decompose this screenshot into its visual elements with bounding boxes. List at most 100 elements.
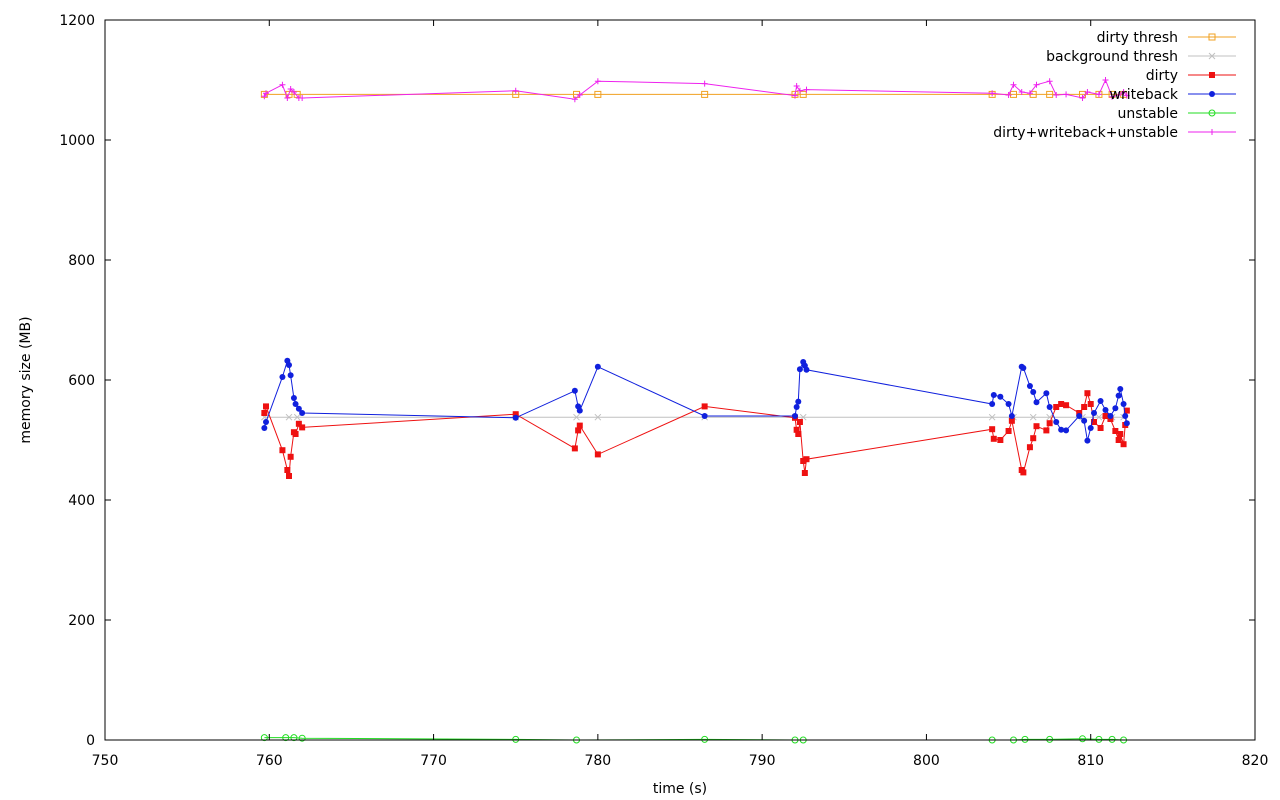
data-point-dirty-thresh [1010,90,1017,98]
data-point-dirty [512,411,519,418]
data-point-writeback [990,392,997,398]
data-point-dirty-writeback-unstable [1033,81,1040,88]
data-point-dirty-writeback-unstable [1018,89,1025,95]
y-axis: 0 200 400 600 800 1000 1200 [59,13,1255,749]
data-point-dirty-writeback-unstable [287,86,294,92]
data-point-background-thresh [293,413,301,421]
data-point-writeback [261,425,268,431]
data-point-writeback [1005,401,1012,407]
data-point-writeback [1102,407,1109,413]
data-point-writeback [1043,390,1050,397]
data-point-dirty-writeback-unstable [263,90,269,97]
data-point-dirty [1008,417,1015,424]
data-point-dirty [1115,437,1122,443]
data-point-dirty-writeback-unstable [1046,78,1053,85]
legend-swatch-marker [1209,91,1215,97]
data-point-unstable [290,734,298,742]
data-point-dirty-writeback-unstable [1120,89,1127,95]
data-point-writeback [594,363,601,370]
data-point-dirty [793,426,800,433]
data-point-dirty [295,420,302,427]
data-point-writeback [512,414,519,421]
data-point-writeback [1117,386,1124,392]
data-point-writeback [1046,404,1053,410]
data-point-dirty-writeback-unstable [1084,89,1091,95]
legend-swatch-marker [1209,129,1215,135]
data-point-writeback [1087,425,1094,431]
data-point-dirty [1097,425,1104,431]
data-point-dirty-writeback-unstable [1053,92,1060,98]
data-point-unstable [512,735,520,743]
legend-entry-unstable: unstable [1118,106,1236,122]
data-point-writeback [290,395,297,401]
legend-label: dirty [1146,68,1178,84]
data-point-dirty [1030,435,1037,442]
data-point-dirty-writeback-unstable [1102,77,1109,83]
data-point-dirty-writeback-unstable [701,80,708,87]
data-point-dirty-writeback-unstable [1115,92,1122,98]
data-point-writeback [1076,413,1083,419]
data-point-dirty [1091,419,1097,425]
data-point-dirty [1123,407,1130,414]
data-point-writeback [1123,420,1130,427]
data-point-writeback [286,362,292,368]
legend-label: dirty+writeback+unstable [993,125,1178,141]
y-tick-label: 600 [68,373,95,389]
data-point-dirty [571,445,578,452]
data-point-dirty-writeback-unstable [1079,95,1086,101]
series-layer [260,77,1130,744]
data-point-dirty-thresh [1046,90,1054,98]
data-point-writeback [1120,401,1127,407]
data-point-writeback [792,413,798,419]
series-dirty-thresh [260,90,1128,98]
data-point-writeback [1115,392,1122,399]
y-tick-label: 400 [68,493,95,509]
legend-entry-dirty-writeback-unstable: dirty+writeback+unstable [993,125,1236,141]
data-point-writeback [1053,419,1060,425]
data-point-dirty [292,431,299,437]
data-point-writeback [1020,365,1027,371]
data-point-background-thresh [988,413,996,421]
legend-entry-writeback: writeback [1110,87,1236,103]
data-point-dirty-writeback-unstable [793,83,800,89]
data-point-dirty-writeback-unstable [279,81,286,88]
data-point-dirty [701,403,708,410]
data-point-writeback [1097,398,1104,404]
y-tick-label: 200 [68,613,95,629]
data-point-dirty [796,419,803,425]
data-point-writeback [299,410,306,416]
x-tick-label: 790 [749,753,776,769]
y-axis-title: memory size (MB) [18,316,34,443]
data-point-dirty [801,470,808,476]
y-tick-label: 800 [68,253,95,269]
data-point-writeback [1058,426,1065,433]
data-point-writeback [1091,410,1097,416]
data-point-writeback [292,401,299,407]
data-point-dirty [1112,428,1119,434]
data-point-dirty [1087,401,1094,407]
data-point-dirty-writeback-unstable [571,96,578,103]
y-tick-label: 1000 [59,133,95,149]
data-point-dirty-writeback-unstable [796,87,803,94]
y-tick-label: 0 [86,733,95,749]
data-point-background-thresh [1029,413,1037,421]
data-point-dirty-thresh [594,90,602,98]
data-point-dirty-writeback-unstable [792,92,798,99]
data-point-dirty [1026,444,1033,451]
data-point-dirty [594,451,601,458]
data-point-writeback [1026,383,1033,389]
legend-swatch-marker [1208,109,1216,117]
data-point-dirty-writeback-unstable [290,89,297,95]
data-point-dirty [263,403,269,410]
data-point-writeback [803,366,810,373]
x-axis-title: time (s) [653,781,707,797]
data-point-dirty [261,410,268,416]
data-point-writeback [576,407,583,414]
data-point-dirty [279,447,286,454]
data-point-writeback [1112,405,1119,412]
data-point-writeback [1033,399,1040,406]
y-tick-label: 1200 [59,13,95,29]
legend-label: dirty thresh [1097,30,1178,46]
series-writeback [261,357,1130,444]
